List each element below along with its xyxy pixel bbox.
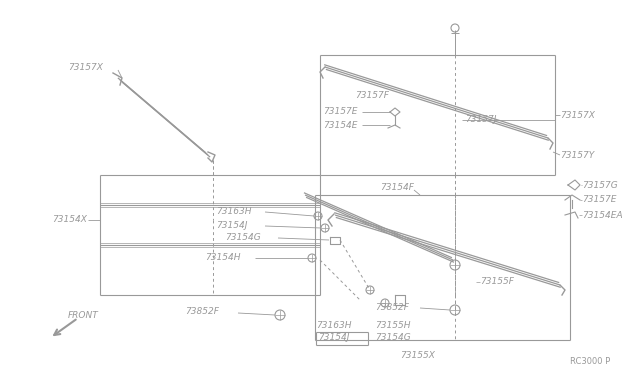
Text: FRONT: FRONT [68,311,99,321]
Text: 73154J: 73154J [318,334,349,343]
Text: 73154E: 73154E [323,121,358,129]
Text: 73157G: 73157G [582,180,618,189]
Text: 73154EA: 73154EA [582,211,623,219]
Text: 73154F: 73154F [380,183,414,192]
Text: 73852F: 73852F [375,304,409,312]
Text: RC3000 P: RC3000 P [570,357,611,366]
Text: 73163H: 73163H [216,208,252,217]
Text: 73154X: 73154X [52,215,87,224]
Text: 73154H: 73154H [205,253,241,263]
Text: 73155H: 73155H [375,321,410,330]
Text: 73157F: 73157F [355,90,389,99]
Text: 73155F: 73155F [480,278,514,286]
Text: 73157E: 73157E [582,196,616,205]
Text: 73157E: 73157E [323,108,358,116]
Text: 73852F: 73852F [185,308,219,317]
Text: 73157X: 73157X [560,110,595,119]
Text: 73157J: 73157J [465,115,497,125]
Text: 73163H: 73163H [316,321,351,330]
Text: 73155X: 73155X [400,350,435,359]
Text: 73157Y: 73157Y [560,151,595,160]
Text: 73154G: 73154G [225,234,260,243]
Text: 73154G: 73154G [375,334,411,343]
Text: 73154J: 73154J [216,221,248,231]
Text: 73157X: 73157X [68,64,103,73]
